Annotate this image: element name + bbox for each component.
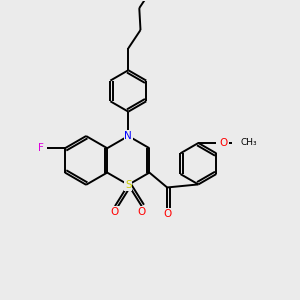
Text: F: F xyxy=(38,143,44,153)
Text: N: N xyxy=(124,131,132,141)
Text: O: O xyxy=(138,206,146,217)
Text: O: O xyxy=(163,209,171,219)
Text: S: S xyxy=(125,180,132,190)
Text: CH₃: CH₃ xyxy=(241,139,257,148)
Text: O: O xyxy=(111,206,119,217)
Text: O: O xyxy=(220,138,228,148)
